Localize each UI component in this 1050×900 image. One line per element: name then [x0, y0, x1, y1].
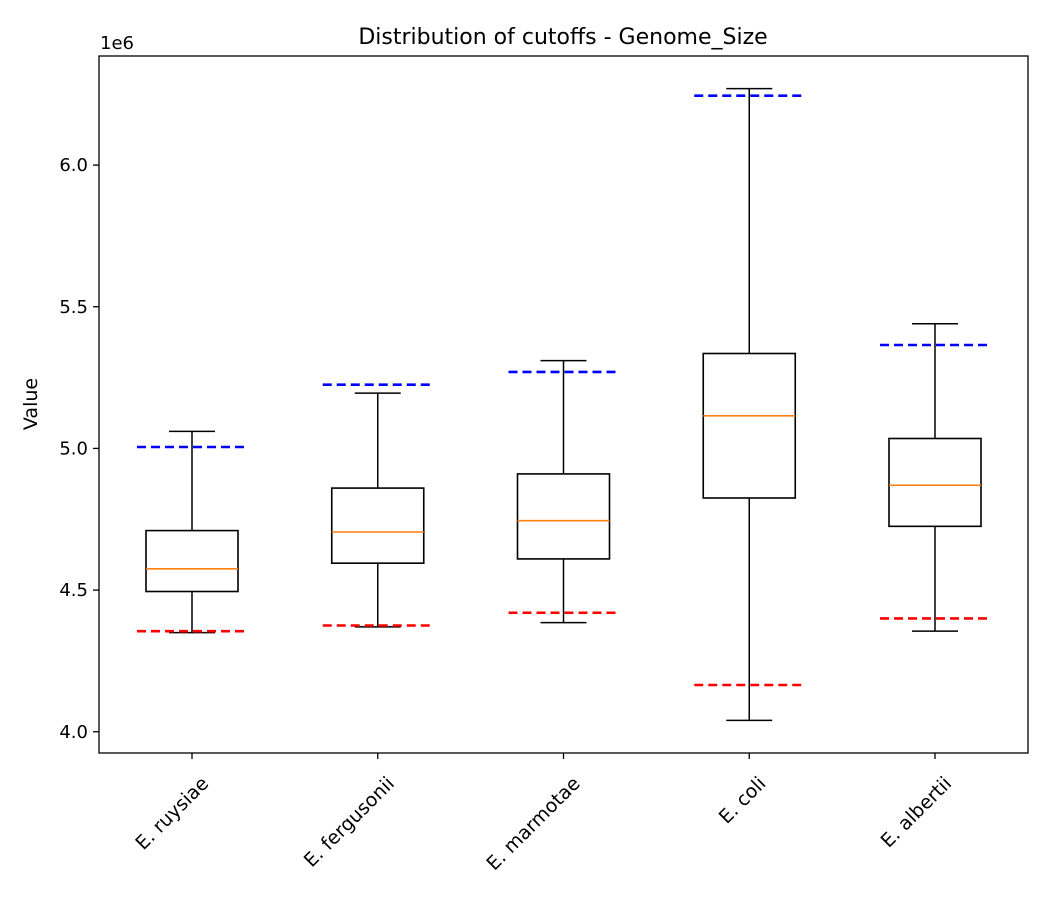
x-tick-label: E. albertii: [877, 773, 957, 853]
x-tick-label: E. fergusonii: [300, 773, 399, 872]
box-iqr: [888, 437, 982, 528]
y-axis-offset-label: 1e6: [100, 33, 134, 54]
y-tick-label: 6.0: [59, 155, 88, 176]
box-iqr: [330, 487, 425, 564]
chart-title: Distribution of cutoffs - Genome_Size: [358, 25, 767, 50]
y-tick-label: 4.0: [59, 722, 88, 743]
x-tick-label: E. marmotae: [482, 773, 584, 875]
box-iqr: [702, 352, 797, 499]
box-iqr: [516, 473, 611, 560]
x-tick-label: E. ruysiae: [131, 773, 213, 855]
x-tick-label: E. coli: [715, 773, 771, 829]
plot-frame: [98, 55, 1029, 754]
y-tick-label: 4.5: [59, 580, 88, 601]
box-iqr: [145, 529, 239, 593]
y-tick-label: 5.5: [59, 297, 88, 318]
y-axis-label: Value: [20, 378, 42, 430]
y-tick-label: 5.0: [59, 438, 88, 459]
plot-area: 4.0 4.5 5.0 5.5 6.0 E. ruysiae E. fergusonii E.…: [59, 55, 1029, 875]
